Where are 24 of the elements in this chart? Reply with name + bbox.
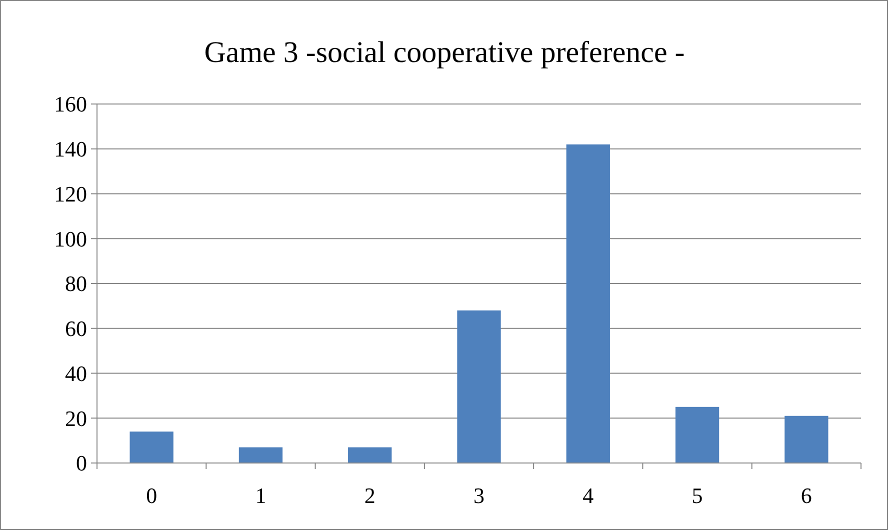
- x-tick-label: 3: [474, 483, 484, 508]
- y-tick-label: 140: [54, 136, 87, 162]
- bar: [457, 310, 501, 463]
- x-tick-label: 1: [255, 483, 266, 508]
- y-tick-label: 60: [65, 316, 87, 342]
- bar: [784, 416, 828, 463]
- y-tick-label: 80: [65, 271, 87, 296]
- x-tick-label: 6: [800, 483, 812, 508]
- y-tick-label: 120: [54, 181, 87, 206]
- x-tick-label: 5: [692, 483, 703, 508]
- bar: [130, 432, 174, 463]
- bar: [348, 447, 392, 463]
- bar: [566, 144, 610, 463]
- x-tick-label: 2: [364, 483, 376, 508]
- x-tick-label: 0: [146, 483, 158, 508]
- x-tick-label: 4: [582, 483, 594, 508]
- bar: [675, 406, 720, 463]
- y-tick-label: 0: [76, 450, 87, 476]
- y-tick-label: 160: [54, 92, 87, 117]
- y-tick-label: 100: [54, 226, 87, 252]
- bar: [238, 447, 283, 463]
- y-tick-label: 40: [65, 360, 87, 386]
- chart-title: Game 3 -social cooperative preference -: [204, 36, 685, 69]
- y-tick-label: 20: [65, 406, 87, 431]
